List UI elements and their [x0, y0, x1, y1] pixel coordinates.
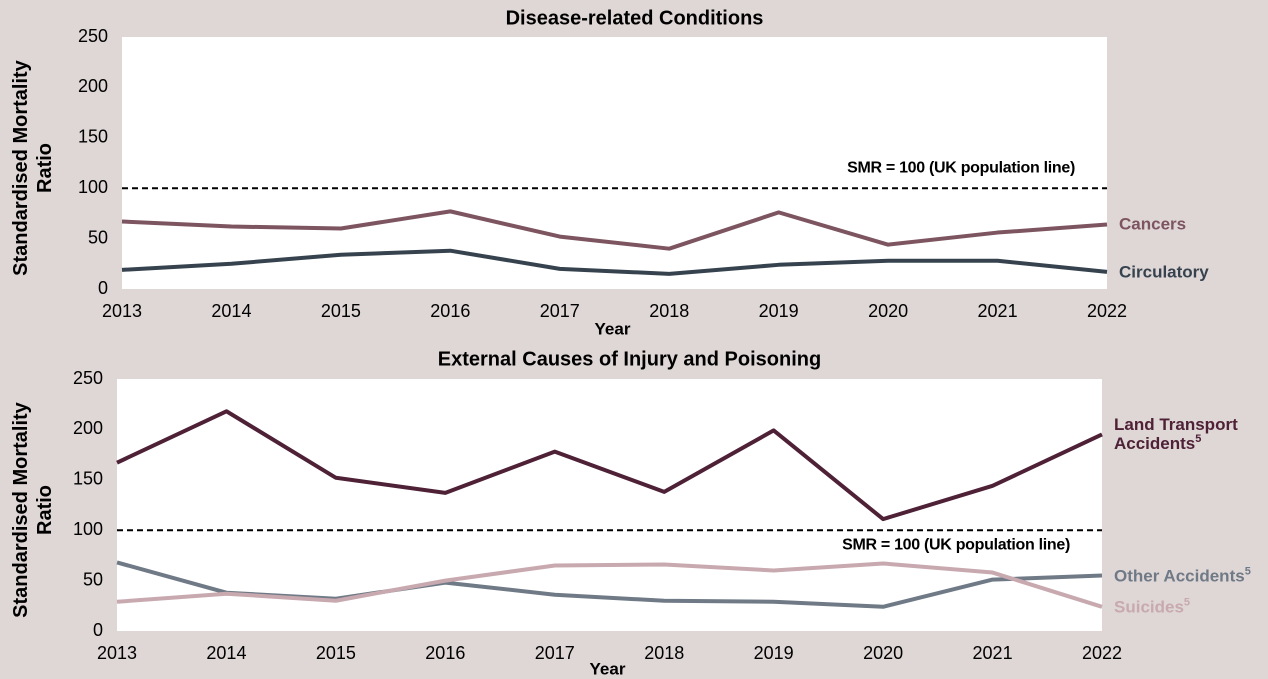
- y-tick-label: 100: [78, 177, 108, 197]
- x-tick-label: 2013: [102, 301, 142, 321]
- x-tick-label: 2019: [754, 643, 794, 663]
- series-name: Suicides: [1114, 597, 1184, 617]
- y-axis-title: Standardised Mortality Ratio: [10, 402, 56, 618]
- x-tick-label: 2020: [868, 301, 908, 321]
- x-tick-label: 2017: [535, 643, 575, 663]
- reference-label: SMR = 100 (UK population line): [847, 159, 1075, 176]
- y-tick-label: 150: [73, 469, 103, 489]
- x-tick-label: 2017: [540, 301, 580, 321]
- series-label: Land Transport Accidents5: [1114, 415, 1259, 453]
- y-axis-title: Standardised Mortality Ratio: [10, 60, 56, 276]
- x-axis-title: Year: [590, 659, 626, 678]
- x-tick-label: 2018: [644, 643, 684, 663]
- x-axis-title: Year: [595, 319, 631, 338]
- series-label: Cancers: [1119, 215, 1264, 234]
- footnote: 5: [1244, 565, 1251, 578]
- x-tick-label: 2015: [321, 301, 361, 321]
- series-line: [116, 561, 1103, 609]
- x-tick-label: 2016: [425, 643, 465, 663]
- y-tick-label: 200: [73, 418, 103, 438]
- y-tick-label: 100: [73, 519, 103, 539]
- y-tick-label: 50: [83, 569, 103, 589]
- x-tick-label: 2019: [759, 301, 799, 321]
- footnote: 5: [1183, 596, 1191, 609]
- series-line: [116, 409, 1103, 522]
- series-label: Circulatory: [1119, 262, 1264, 281]
- y-tick-label: 50: [88, 227, 108, 247]
- x-tick-label: 2013: [97, 643, 137, 663]
- x-tick-label: 2014: [206, 643, 246, 663]
- x-tick-label: 2015: [316, 643, 356, 663]
- y-tick-label: 150: [78, 127, 108, 147]
- x-tick-label: 2020: [863, 643, 903, 663]
- series-line: [121, 209, 1108, 251]
- y-tick-label: 0: [93, 620, 103, 640]
- series-name: Other Accidents: [1114, 566, 1245, 586]
- x-tick-label: 2021: [973, 643, 1013, 663]
- series-name: Circulatory: [1119, 262, 1209, 282]
- series-name: Land Transport Accidents: [1114, 415, 1238, 454]
- y-tick-label: 250: [78, 26, 108, 46]
- x-tick-label: 2022: [1087, 301, 1127, 321]
- reference-label: SMR = 100 (UK population line): [842, 536, 1070, 553]
- plot-area: [117, 379, 1102, 631]
- footnote: 5: [1195, 433, 1202, 446]
- x-tick-label: 2021: [978, 301, 1018, 321]
- y-tick-label: 0: [98, 278, 108, 298]
- series-name: Cancers: [1119, 214, 1187, 234]
- series-line: [121, 248, 1108, 276]
- plot-area: [122, 37, 1107, 289]
- y-tick-label: 250: [73, 368, 103, 388]
- series-label: Suicides5: [1114, 596, 1259, 617]
- x-tick-label: 2016: [430, 301, 470, 321]
- series-label: Other Accidents5: [1114, 565, 1259, 586]
- x-tick-label: 2018: [649, 301, 689, 321]
- y-tick-label: 200: [78, 76, 108, 96]
- chart-title: External Causes of Injury and Poisoning: [438, 348, 821, 370]
- x-tick-label: 2022: [1082, 643, 1122, 663]
- x-tick-label: 2014: [211, 301, 251, 321]
- chart-title: Disease-related Conditions: [506, 7, 764, 29]
